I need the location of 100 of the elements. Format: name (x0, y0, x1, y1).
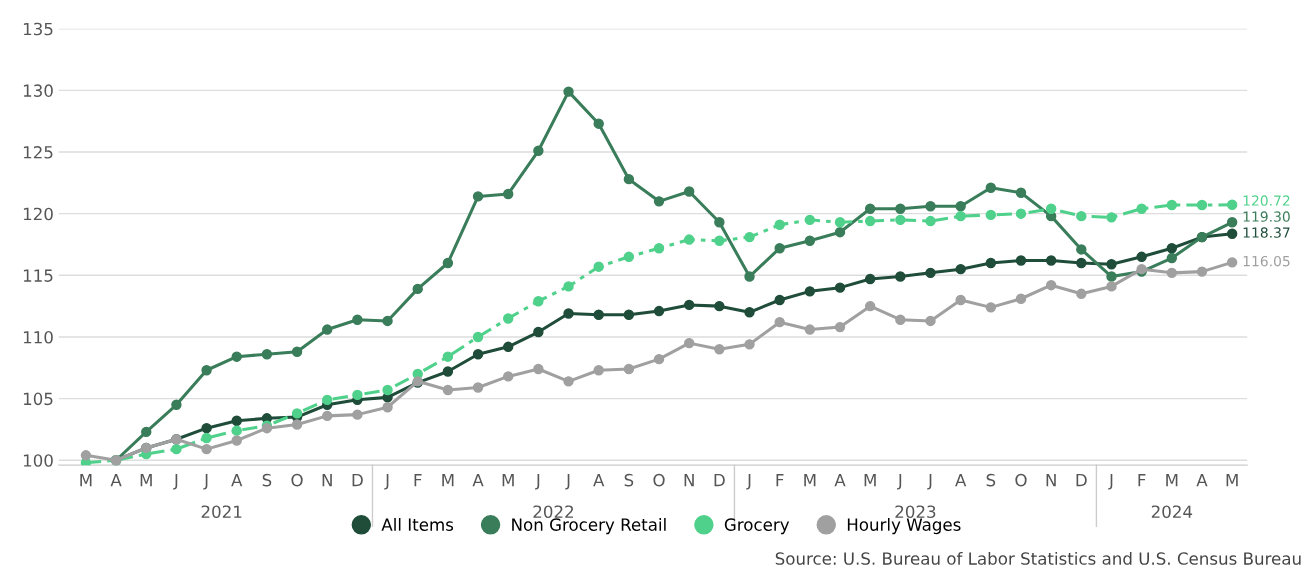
y-tick-label: 115 (23, 269, 53, 282)
point (1196, 266, 1208, 277)
x-tick-label: A (834, 474, 846, 487)
x-tick-label: J (173, 474, 178, 490)
y-tick-label: 125 (23, 146, 53, 159)
point (774, 242, 785, 254)
point (442, 366, 454, 377)
point (201, 365, 212, 376)
point (472, 191, 484, 202)
point (261, 349, 273, 360)
point (1045, 279, 1057, 291)
point (864, 215, 876, 227)
point (955, 294, 966, 306)
point (322, 410, 333, 422)
point (1015, 255, 1027, 266)
x-tick-label: J (535, 474, 540, 490)
x-tick-label: M (80, 474, 92, 487)
point (382, 402, 393, 413)
point (714, 217, 725, 228)
point (1166, 252, 1178, 264)
data-label: 119.30 (1243, 211, 1290, 222)
point (744, 231, 755, 243)
source-note: Source: U.S. Bureau of Labor Statistics and U.S. Census Bureau (775, 551, 1301, 565)
point (1106, 281, 1117, 292)
point (1076, 288, 1087, 300)
point (1015, 187, 1027, 198)
point (925, 267, 936, 279)
point (804, 324, 816, 335)
point (322, 324, 333, 335)
point (925, 201, 936, 212)
point (442, 384, 454, 396)
point (231, 425, 242, 436)
point (201, 422, 212, 434)
point (895, 271, 906, 282)
point (774, 316, 785, 328)
point (593, 365, 604, 376)
point (1015, 208, 1027, 219)
point (804, 214, 816, 226)
x-tick-label: D (714, 474, 725, 487)
point (563, 376, 574, 387)
x-tick-label: M (442, 474, 454, 487)
point (955, 210, 966, 222)
point (744, 271, 755, 282)
point (1136, 203, 1147, 214)
point (925, 315, 936, 327)
point (1136, 251, 1147, 263)
x-tick-label: M (1226, 474, 1238, 487)
x-tick-label: D (352, 474, 363, 487)
point (352, 409, 363, 420)
point (1166, 242, 1178, 254)
y-tick-label: 130 (23, 84, 53, 97)
x-tick-label: M (1166, 474, 1178, 487)
point (503, 313, 514, 324)
text: 2021 (201, 505, 242, 519)
x-tick-label: J (1108, 474, 1113, 490)
data-label: 118.37 (1243, 227, 1290, 238)
x-tick-label: M (140, 474, 152, 487)
legend-label: All Items (381, 517, 454, 531)
x-tick-label: J (384, 474, 389, 490)
point (1226, 217, 1238, 228)
point (623, 173, 635, 185)
point (503, 341, 514, 353)
point (231, 351, 242, 362)
point (653, 196, 665, 207)
point (1076, 210, 1087, 222)
legend-label: Hourly Wages (847, 517, 961, 535)
point (291, 346, 303, 357)
x-tick-label: S (624, 473, 634, 487)
point (201, 432, 212, 444)
point (955, 263, 966, 275)
legend-label: Grocery (724, 518, 790, 535)
point (533, 145, 544, 157)
point (1076, 257, 1087, 269)
point (985, 209, 997, 221)
y-tick-label: 100 (23, 454, 53, 467)
point (1196, 199, 1208, 211)
point (714, 235, 725, 247)
x-tick-label: A (955, 474, 967, 487)
point (533, 363, 544, 375)
point (623, 363, 635, 375)
point (834, 226, 846, 238)
text: 2022 (533, 505, 573, 519)
x-tick-label: O (1015, 473, 1027, 487)
point (442, 351, 454, 362)
x-tick-label: F (414, 474, 422, 487)
point (442, 257, 454, 269)
point (955, 201, 966, 212)
point (744, 339, 755, 350)
point (623, 309, 635, 320)
x-tick-label: S (262, 473, 272, 487)
point (231, 415, 242, 427)
point (864, 300, 876, 312)
x-tick-label: O (653, 473, 665, 487)
point (322, 394, 333, 406)
x-tick-label: A (593, 474, 605, 487)
point (593, 309, 604, 320)
point (171, 399, 182, 410)
point (714, 344, 725, 355)
point (503, 371, 514, 382)
point (503, 188, 514, 200)
